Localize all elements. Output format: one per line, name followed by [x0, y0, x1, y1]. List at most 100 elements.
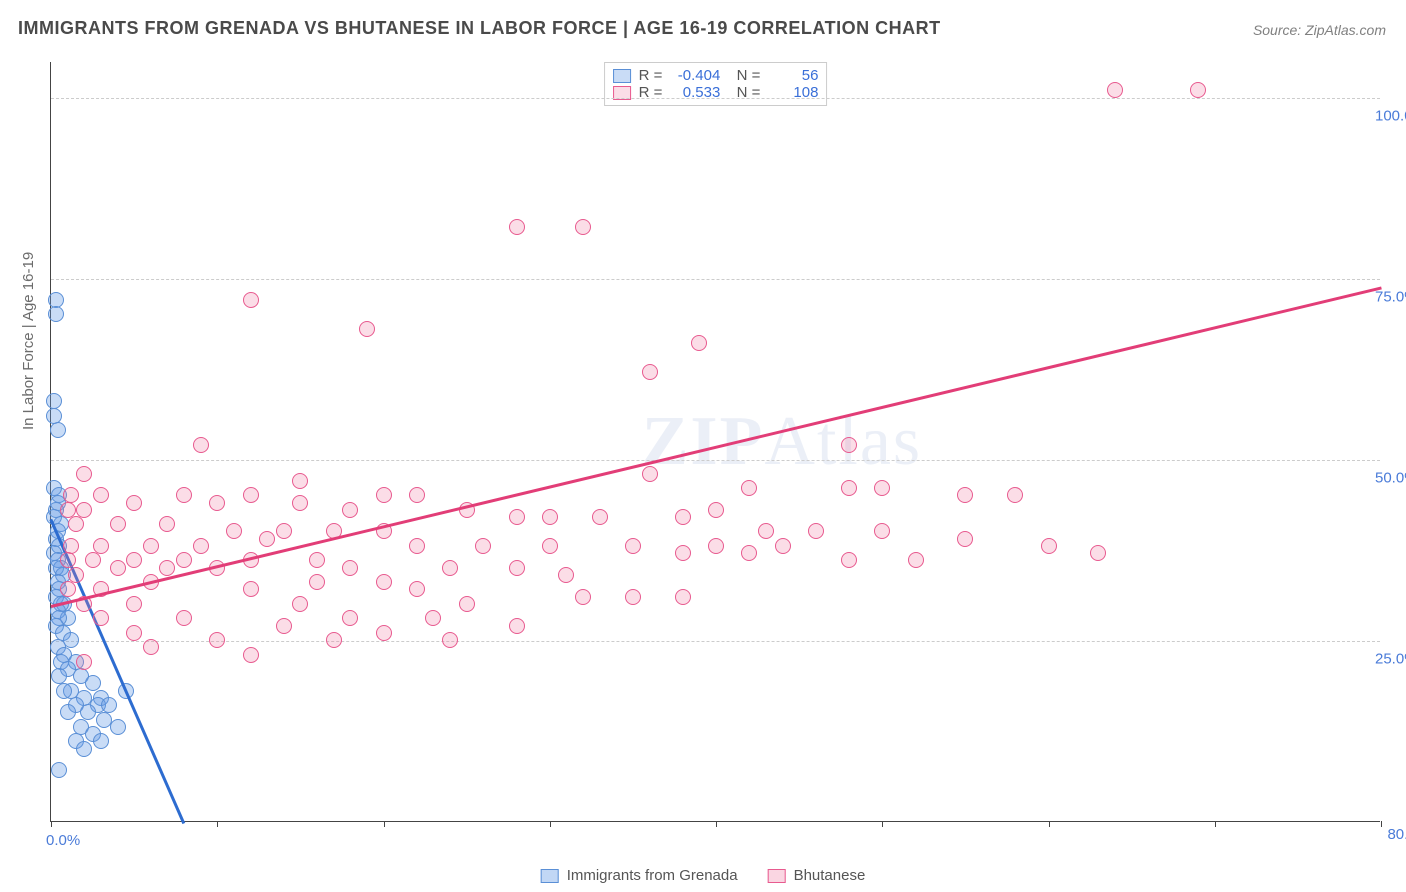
x-tick	[1381, 821, 1382, 827]
data-point	[93, 487, 109, 503]
data-point	[309, 574, 325, 590]
data-point	[874, 480, 890, 496]
data-point	[874, 523, 890, 539]
data-point	[292, 473, 308, 489]
legend-label: Immigrants from Grenada	[567, 867, 738, 884]
data-point	[359, 321, 375, 337]
y-tick-label: 100.0%	[1375, 108, 1406, 125]
data-point	[110, 719, 126, 735]
data-point	[575, 589, 591, 605]
data-point	[259, 531, 275, 547]
data-point	[409, 538, 425, 554]
data-point	[642, 466, 658, 482]
data-point	[68, 516, 84, 532]
gridline	[51, 98, 1380, 99]
data-point	[48, 306, 64, 322]
data-point	[93, 610, 109, 626]
stat-r-value: -0.404	[670, 67, 720, 84]
data-point	[708, 502, 724, 518]
data-point	[159, 560, 175, 576]
y-tick-label: 75.0%	[1375, 289, 1406, 306]
series-legend: Immigrants from GrenadaBhutanese	[541, 867, 866, 884]
data-point	[93, 733, 109, 749]
x-tick	[384, 821, 385, 827]
y-tick-label: 25.0%	[1375, 651, 1406, 668]
trend-line	[51, 286, 1382, 607]
data-point	[193, 437, 209, 453]
data-point	[775, 538, 791, 554]
data-point	[76, 654, 92, 670]
data-point	[60, 502, 76, 518]
data-point	[193, 538, 209, 554]
data-point	[76, 502, 92, 518]
data-point	[376, 574, 392, 590]
data-point	[143, 639, 159, 655]
chart-title: IMMIGRANTS FROM GRENADA VS BHUTANESE IN …	[18, 18, 941, 39]
data-point	[209, 495, 225, 511]
x-tick	[716, 821, 717, 827]
data-point	[50, 422, 66, 438]
stat-n-value: 56	[768, 67, 818, 84]
data-point	[292, 596, 308, 612]
data-point	[376, 625, 392, 641]
stat-n-label: N =	[728, 67, 760, 84]
data-point	[509, 219, 525, 235]
data-point	[126, 552, 142, 568]
data-point	[243, 292, 259, 308]
data-point	[409, 581, 425, 597]
x-tick	[1215, 821, 1216, 827]
data-point	[625, 589, 641, 605]
data-point	[758, 523, 774, 539]
data-point	[1090, 545, 1106, 561]
data-point	[1041, 538, 1057, 554]
data-point	[442, 632, 458, 648]
data-point	[76, 466, 92, 482]
data-point	[243, 581, 259, 597]
data-point	[226, 523, 242, 539]
stats-row: R =-0.404 N =56	[613, 67, 819, 84]
source-attribution: Source: ZipAtlas.com	[1253, 22, 1386, 38]
data-point	[575, 219, 591, 235]
data-point	[542, 509, 558, 525]
legend-item: Immigrants from Grenada	[541, 867, 738, 884]
data-point	[60, 552, 76, 568]
data-point	[442, 560, 458, 576]
data-point	[60, 581, 76, 597]
data-point	[110, 560, 126, 576]
data-point	[409, 487, 425, 503]
data-point	[176, 487, 192, 503]
data-point	[425, 610, 441, 626]
y-axis-label: In Labor Force | Age 16-19	[20, 252, 37, 430]
data-point	[60, 704, 76, 720]
data-point	[342, 610, 358, 626]
data-point	[342, 502, 358, 518]
watermark-text: ZIPAtlas	[642, 402, 922, 482]
data-point	[509, 618, 525, 634]
legend-swatch	[768, 869, 786, 883]
data-point	[675, 509, 691, 525]
data-point	[85, 675, 101, 691]
data-point	[808, 523, 824, 539]
data-point	[1190, 82, 1206, 98]
data-point	[625, 538, 641, 554]
data-point	[841, 480, 857, 496]
x-tick	[217, 821, 218, 827]
data-point	[675, 589, 691, 605]
data-point	[243, 647, 259, 663]
data-point	[68, 567, 84, 583]
data-point	[708, 538, 724, 554]
data-point	[276, 523, 292, 539]
legend-swatch	[541, 869, 559, 883]
data-point	[85, 552, 101, 568]
data-point	[176, 552, 192, 568]
data-point	[691, 335, 707, 351]
data-point	[56, 683, 72, 699]
gridline	[51, 460, 1380, 461]
gridline	[51, 641, 1380, 642]
data-point	[176, 610, 192, 626]
x-tick-label: 0.0%	[46, 832, 80, 849]
data-point	[741, 545, 757, 561]
data-point	[126, 625, 142, 641]
data-point	[276, 618, 292, 634]
data-point	[51, 762, 67, 778]
